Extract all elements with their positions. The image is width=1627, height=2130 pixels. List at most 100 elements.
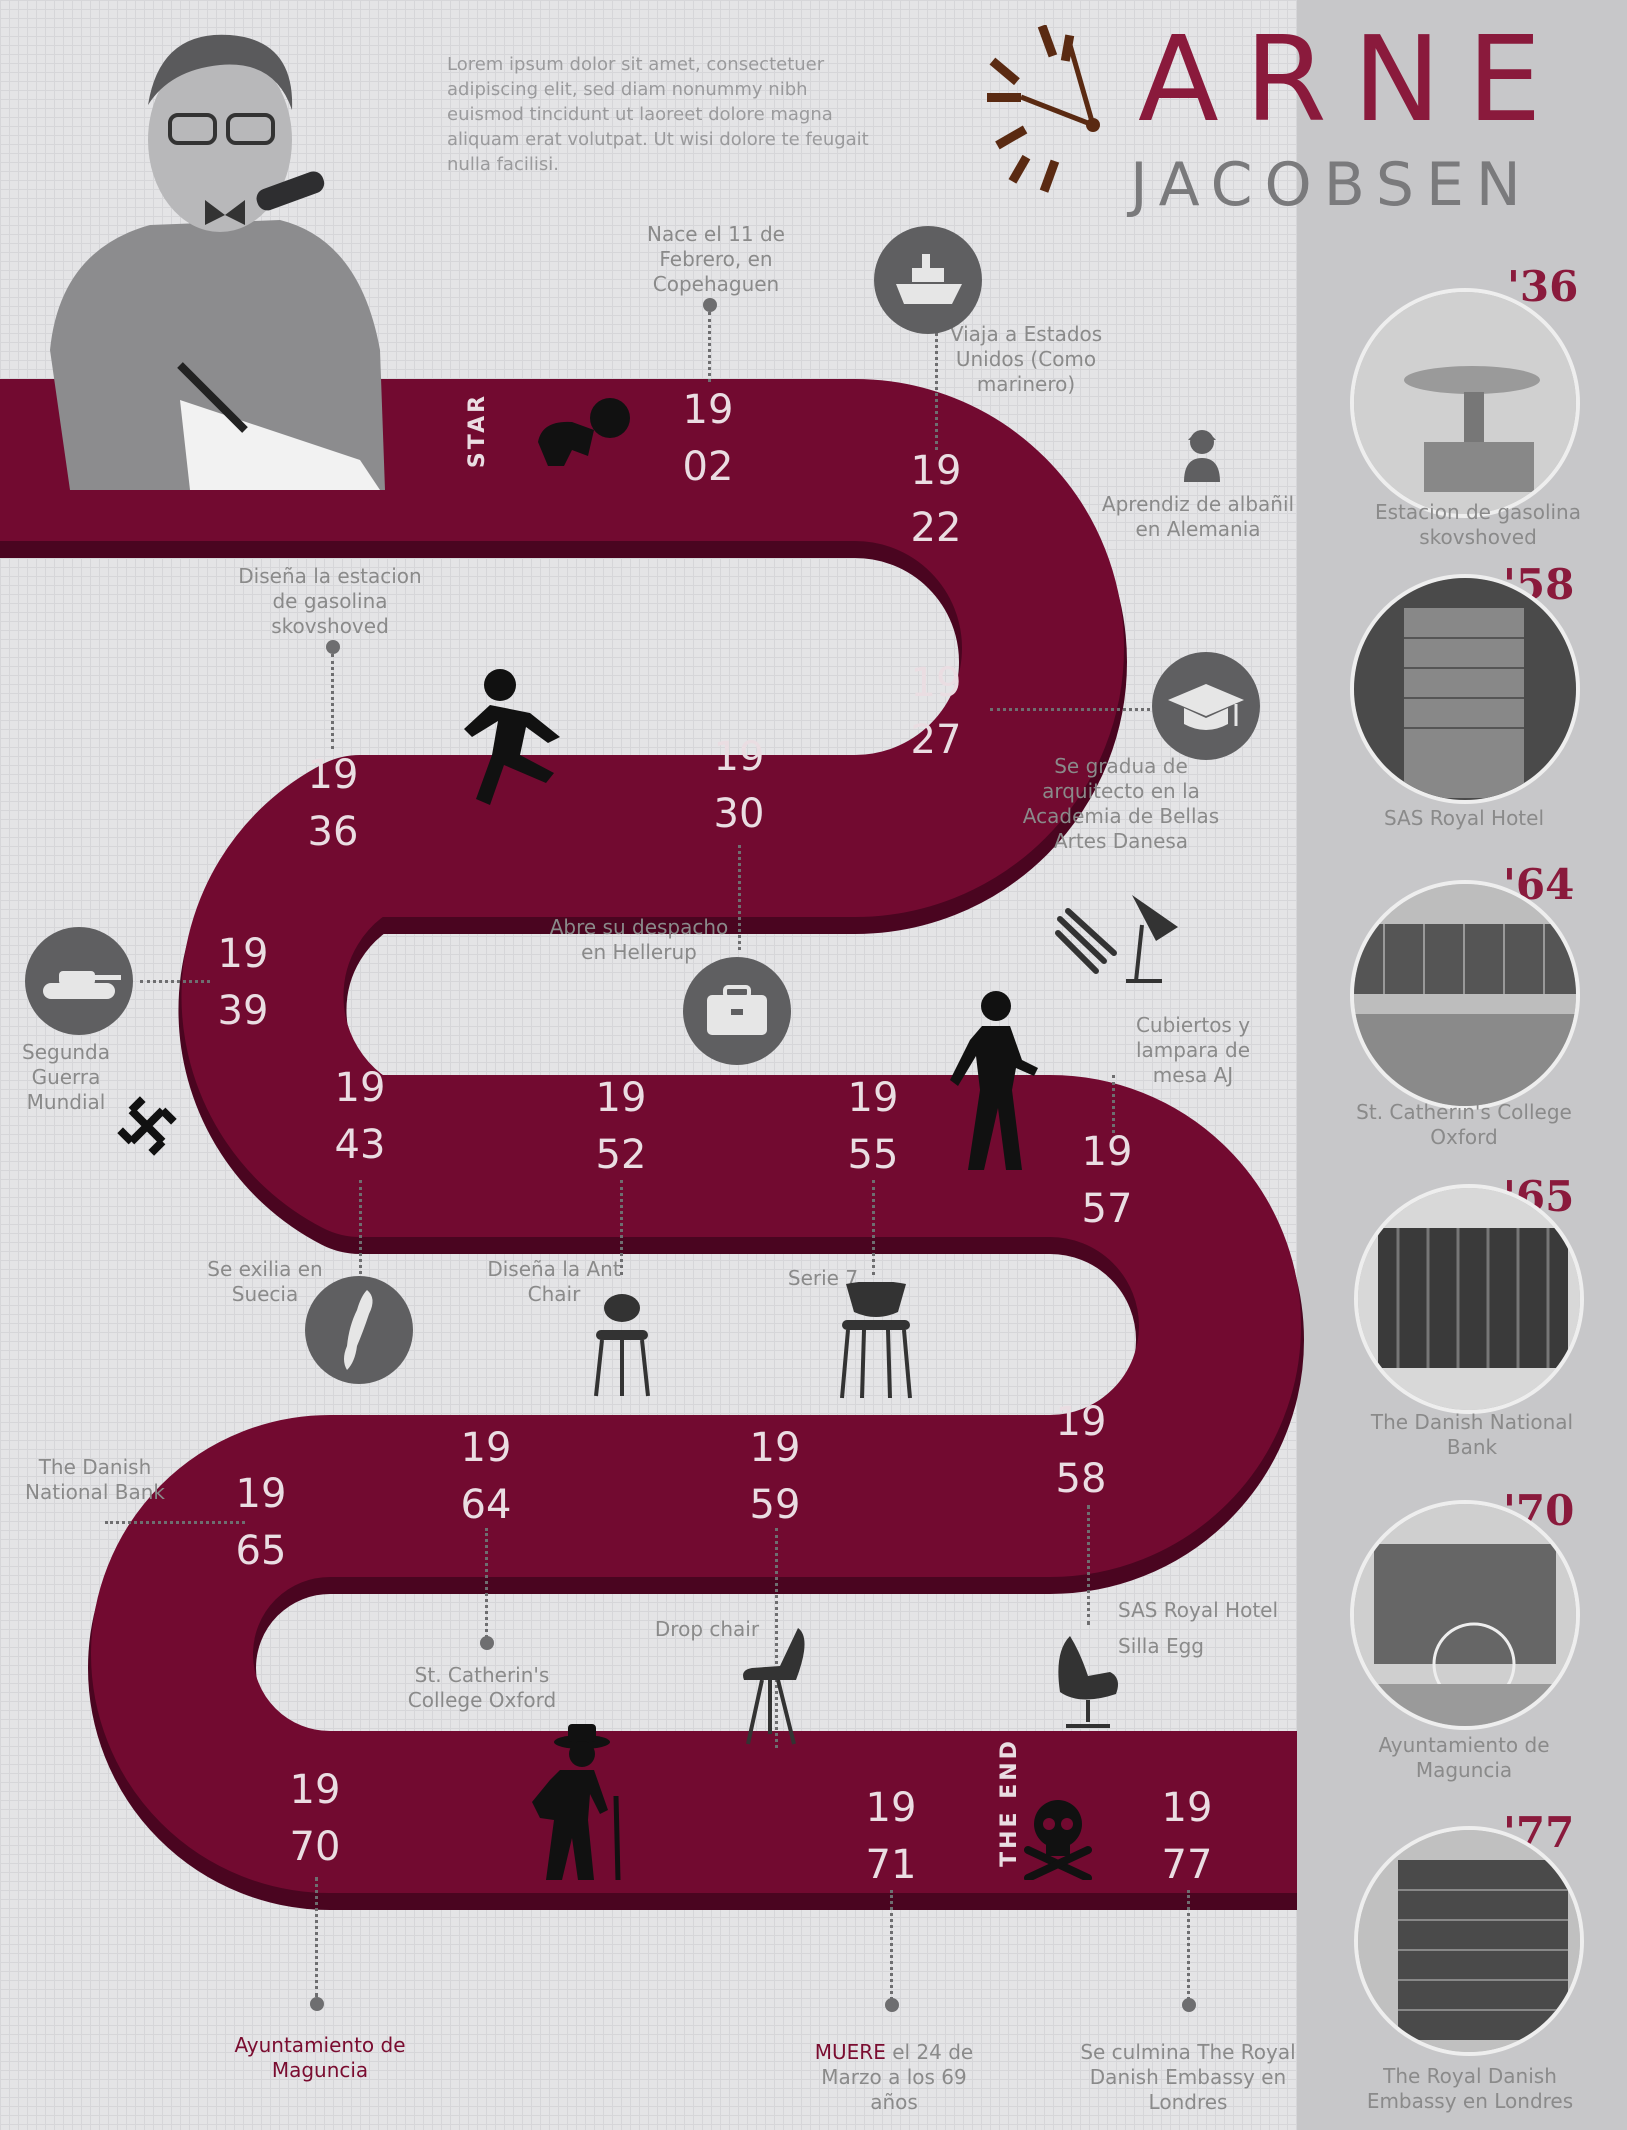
building-caption-1936: Estacion de gasolina skovshoved — [1375, 500, 1581, 549]
sweden-map-icon — [305, 1276, 413, 1384]
year-1952: 19 52 — [595, 1075, 647, 1178]
building-caption-1964: St. Catherin's College Oxford — [1356, 1100, 1572, 1149]
worker-icon — [1184, 430, 1220, 482]
connector-1957 — [1112, 1075, 1115, 1133]
running-man-icon — [464, 669, 560, 805]
skull-icon — [1024, 1800, 1092, 1880]
briefcase-icon — [683, 957, 791, 1065]
caption-1965: The Danish National Bank — [25, 1455, 165, 1504]
walking-man-icon — [950, 991, 1038, 1170]
year-1902: 19 02 — [682, 387, 734, 490]
year-1964: 19 64 — [460, 1425, 512, 1528]
building-caption-1970: Ayuntamiento de Maguncia — [1378, 1733, 1550, 1782]
caption-1977: Se culmina The Royal Danish Embassy en L… — [1080, 2040, 1296, 2114]
year-1957: 19 57 — [1081, 1129, 1133, 1232]
clock-logo-icon — [987, 25, 1100, 193]
swastika-icon — [117, 1096, 177, 1156]
connector-1977 — [1187, 1890, 1190, 2000]
connector-1959 — [775, 1528, 778, 1748]
connector-1939 — [140, 980, 210, 983]
caption-1971: MUERE el 24 de Marzo a los 69 años — [809, 2040, 979, 2115]
title-last-name: JACOBSEN — [1130, 150, 1533, 220]
graduation-cap-icon — [1152, 652, 1260, 760]
connector-dot-1977 — [1182, 1998, 1196, 2012]
caption-1930: Abre su despacho en Hellerup — [549, 915, 729, 964]
year-1965: 19 65 — [235, 1471, 287, 1574]
year-1927: 19 27 — [910, 660, 962, 763]
year-1943: 19 43 — [334, 1065, 386, 1168]
caption-1922-apprentice: Aprendiz de albañil en Alemania — [1101, 492, 1295, 541]
caption-1971-bold: MUERE — [814, 2040, 886, 2064]
tank-icon — [25, 927, 133, 1035]
connector-dot-1971 — [885, 1998, 899, 2012]
connector-1902 — [708, 312, 711, 382]
building-caption-1965: The Danish National Bank — [1370, 1410, 1574, 1459]
building-image-1977 — [1354, 1826, 1584, 2056]
year-1930: 19 30 — [713, 734, 765, 837]
start-label: STAR — [465, 392, 491, 469]
drop-chair-icon — [743, 1628, 805, 1745]
year-1959: 19 59 — [749, 1425, 801, 1528]
caption-1959: Drop chair — [654, 1617, 760, 1641]
caption-1902: Nace el 11 de Febrero, en Copehaguen — [647, 222, 785, 296]
year-1971: 19 71 — [865, 1785, 917, 1888]
caption-1952: Diseña la Ant Chair — [487, 1257, 621, 1306]
portrait-image — [50, 34, 385, 490]
caption-1957: Cubiertos y lampara de mesa AJ — [1135, 1013, 1251, 1087]
lamp-icon — [1126, 895, 1178, 983]
series7-chair-icon — [840, 1282, 912, 1399]
caption-1958-egg: Silla Egg — [1118, 1634, 1205, 1658]
building-image-1965 — [1354, 1184, 1584, 1414]
egg-chair-icon — [1058, 1636, 1118, 1728]
connector-1943 — [359, 1180, 362, 1280]
year-1958: 19 58 — [1055, 1399, 1107, 1502]
ant-chair-icon — [594, 1294, 650, 1397]
building-image-1936 — [1350, 288, 1580, 518]
connector-1930 — [738, 845, 741, 950]
connector-1952 — [620, 1180, 623, 1275]
caption-1970: Ayuntamiento de Maguncia — [234, 2033, 406, 2082]
building-caption-1958: SAS Royal Hotel — [1383, 806, 1545, 830]
ship-icon — [874, 226, 982, 334]
building-caption-1977: The Royal Danish Embassy en Londres — [1366, 2064, 1574, 2113]
connector-dot-1936 — [326, 640, 340, 654]
connector-1927 — [990, 708, 1150, 711]
year-1970: 19 70 — [289, 1767, 341, 1870]
connector-1958 — [1087, 1505, 1090, 1625]
baby-crawling-icon — [538, 398, 630, 466]
year-1936: 19 36 — [307, 752, 359, 855]
connector-1936 — [331, 654, 334, 749]
caption-1971-text: el 24 de Marzo a los 69 años — [821, 2040, 974, 2114]
connector-dot-1964 — [480, 1636, 494, 1650]
caption-1936: Diseña la estacion de gasolina skovshove… — [238, 564, 422, 638]
year-1939: 19 39 — [217, 931, 269, 1034]
title-first-name: ARNE — [1138, 10, 1568, 148]
connector-1955 — [872, 1180, 875, 1275]
connector-1970 — [315, 1877, 318, 1997]
connector-1971 — [890, 1890, 893, 2000]
connector-1964 — [485, 1528, 488, 1638]
year-1922: 19 22 — [910, 448, 962, 551]
cutlery-icon — [1055, 908, 1117, 974]
year-1977: 19 77 — [1161, 1785, 1213, 1888]
connector-1965 — [105, 1521, 245, 1524]
caption-1955: Serie 7 — [787, 1266, 859, 1290]
caption-1939: Segunda Guerra Mundial — [22, 1040, 110, 1114]
year-1955: 19 55 — [847, 1075, 899, 1178]
caption-1958-hotel: SAS Royal Hotel — [1118, 1598, 1279, 1622]
connector-dot-1902 — [703, 298, 717, 312]
road-body — [0, 379, 1301, 1893]
building-image-1970 — [1350, 1500, 1580, 1730]
caption-1964: St. Catherin's College Oxford — [407, 1663, 557, 1712]
building-image-1964 — [1350, 880, 1580, 1110]
intro-paragraph: Lorem ipsum dolor sit amet, consectetuer… — [447, 54, 869, 175]
caption-1922-travel: Viaja a Estados Unidos (Como marinero) — [949, 322, 1103, 396]
building-image-1958 — [1350, 574, 1580, 804]
end-label: THE END — [996, 1738, 1022, 1867]
connector-dot-1970 — [310, 1997, 324, 2011]
old-man-icon — [532, 1724, 621, 1880]
caption-1943: Se exilia en Suecia — [207, 1257, 323, 1306]
connector-1922 — [935, 320, 938, 450]
caption-1927: Se gradua de arquitecto en la Academia d… — [1022, 754, 1220, 853]
